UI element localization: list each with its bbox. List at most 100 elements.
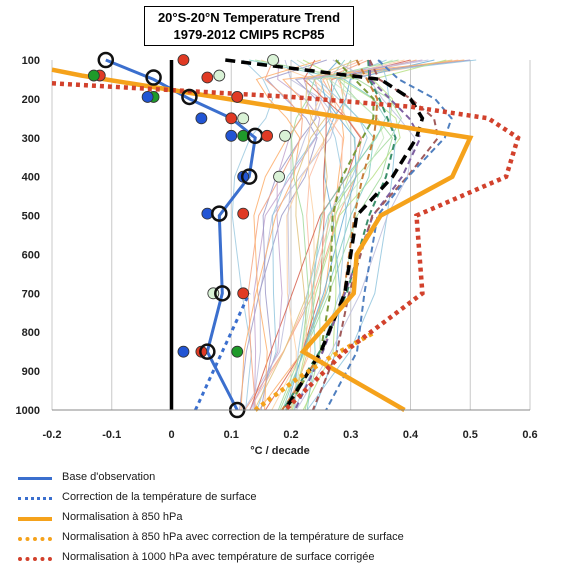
chart-title-line1: 20°S-20°N Temperature Trend [157,10,341,25]
observation-marker [225,129,238,142]
y-tick-label: 500 [22,211,40,223]
y-tick-label: 100 [22,55,40,67]
observation-marker [279,129,291,142]
observation-marker [145,69,162,86]
model-mean-line [282,59,397,411]
observation-marker [201,71,214,84]
x-tick-label: 0.3 [343,429,358,441]
observation-markers [87,51,291,419]
legend-swatch [18,557,52,561]
model-lines [231,59,477,411]
observation-marker [181,88,198,106]
x-tick-label: 0.4 [403,429,419,441]
model-mean-line [325,59,453,411]
legend: Base d'observation Correction de la temp… [18,468,578,568]
series-line [51,81,521,412]
y-tick-label: 800 [22,327,40,339]
model-line [285,59,357,411]
legend-item: Base d'observation [18,468,578,488]
ensemble-mean-line [225,58,425,411]
y-tick-label: 200 [22,94,40,106]
model-line [253,59,357,411]
y-tick-label: 400 [22,172,40,184]
observation-marker [231,345,244,358]
observation-marker [97,51,115,69]
model-line [247,59,303,411]
model-line [243,59,429,411]
y-tick-label: 900 [22,366,40,378]
legend-label: Base d'observation [62,471,156,483]
legend-swatch [18,517,52,521]
series-line [105,58,257,411]
chart-title: 20°S-20°N Temperature Trend 1979-2012 CM… [144,6,354,46]
model-mean-line [286,59,375,411]
series-line [253,330,376,412]
observation-marker [240,168,258,185]
x-tick-label: -0.1 [102,429,121,441]
legend-item: Correction de la température de surface [18,488,578,508]
series-line [51,67,474,412]
model-line [290,59,368,411]
model-line [292,59,385,411]
model-line [291,59,401,411]
legend-swatch [18,477,52,480]
observation-marker [177,54,190,66]
legend-item: Normalisation à 850 hPa [18,508,578,528]
observation-marker [213,69,226,82]
observation-marker [237,112,250,125]
model-line [282,59,375,411]
legend-swatch [18,537,52,541]
x-tick-label: 0.2 [283,429,298,441]
x-tick-label: 0 [168,429,174,441]
chart-title-line2: 1979-2012 CMIP5 RCP85 [173,27,325,42]
model-line [231,59,274,411]
grid [51,60,531,410]
x-tick-label: 0.5 [463,429,478,441]
x-tick-label: -0.2 [43,429,62,441]
model-line [290,59,453,411]
model-line [295,59,416,411]
observation-marker [177,345,190,358]
legend-label: Normalisation à 850 hPa avec correction … [62,531,404,543]
observation-marker [87,69,100,82]
observation-marker [261,129,274,142]
series-lines [51,58,521,412]
observation-marker [195,112,208,125]
legend-label: Normalisation à 1000 hPa avec températur… [62,551,375,563]
model-mean-line [311,59,440,411]
model-line [256,59,477,411]
model-line [277,59,399,411]
observation-marker [237,207,250,220]
legend-item: Normalisation à 1000 hPa avec températur… [18,548,578,568]
y-tick-label: 600 [22,249,40,261]
series-line [194,292,251,411]
model-line [260,59,471,411]
model-line [253,59,465,411]
observation-marker [141,91,154,103]
model-line [249,59,387,411]
observation-marker [214,285,231,302]
observation-marker [211,205,228,222]
axes: -0.2 -0.1 0 0.1 0.2 0.3 0.4 0.5 0.6 100 200 300 400 5… [16,55,538,457]
observation-marker [273,170,285,183]
model-line [279,59,393,411]
y-tick-label: 1000 [16,405,40,417]
y-tick-label: 700 [22,288,40,300]
legend-label: Correction de la température de surface [62,491,257,503]
model-line [248,59,363,411]
observation-marker [199,343,216,360]
x-axis-label: °C / decade [250,445,309,457]
observation-marker [267,54,279,66]
legend-swatch [18,497,52,500]
observation-marker [225,112,238,125]
model-line [306,59,397,411]
y-tick-label: 300 [22,133,40,145]
chart: -0.2 -0.1 0 0.1 0.2 0.3 0.4 0.5 0.6 100 200 300 400 5… [16,51,538,457]
x-tick-label: 0.6 [522,429,537,441]
observation-marker [231,91,244,103]
model-line [271,59,405,411]
model-line [249,59,362,411]
legend-item: Normalisation à 850 hPa avec correction … [18,528,578,548]
x-tick-label: 0.1 [224,429,239,441]
legend-label: Normalisation à 850 hPa [62,511,183,523]
